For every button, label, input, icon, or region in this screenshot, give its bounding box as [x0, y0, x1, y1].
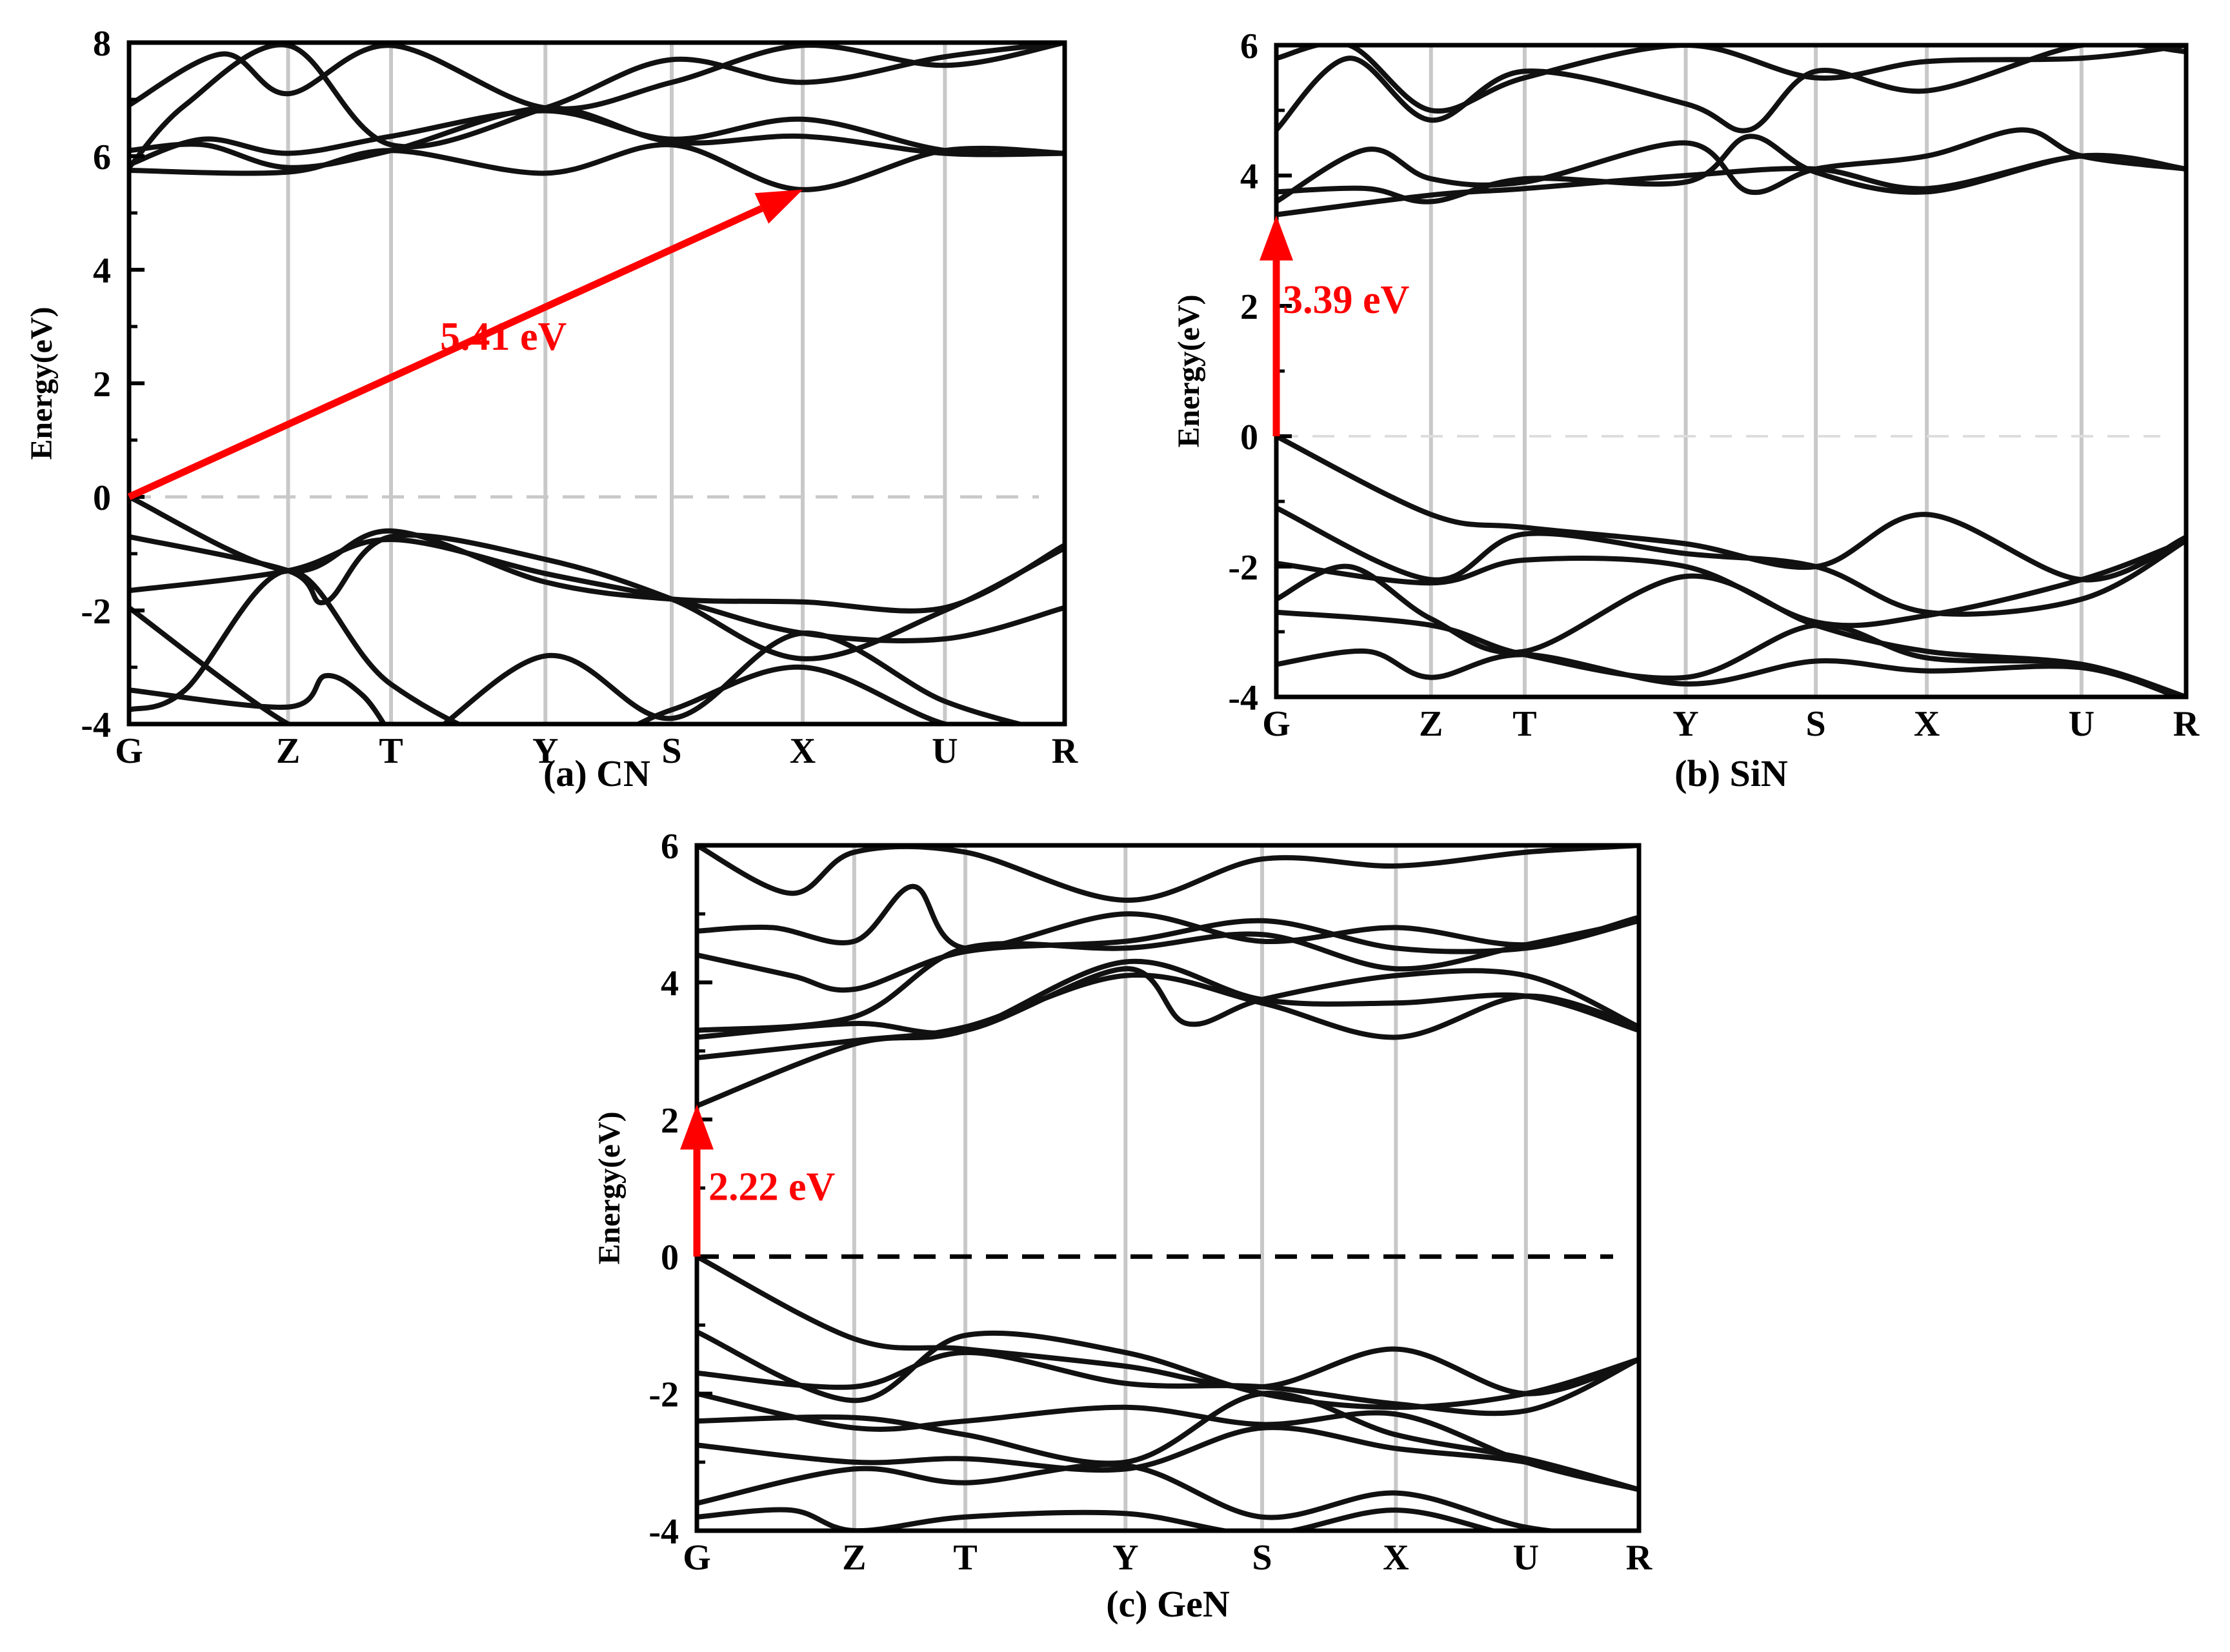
band-VB6 — [1276, 648, 2185, 697]
y-tick-label: 4 — [93, 251, 111, 291]
panel-caption: (c) GeN — [1106, 1583, 1230, 1625]
band-gap-arrow-head — [754, 189, 803, 224]
y-tick-label: 0 — [93, 478, 111, 518]
band-lines — [1276, 45, 2186, 697]
band-gap-label: 3.39 eV — [1283, 278, 1410, 322]
band-VB3 — [697, 1349, 1639, 1416]
band-CB5 — [697, 918, 1639, 993]
band-CB5 — [129, 43, 1065, 170]
band-gap-arrow-head — [680, 1104, 714, 1150]
kpoint-label-Z: Z — [842, 1538, 866, 1578]
kpoint-label-R: R — [2173, 704, 2200, 744]
y-tick-label: 0 — [661, 1238, 679, 1278]
band-lines — [697, 845, 1639, 1531]
kpoint-label-X: X — [1914, 704, 1940, 744]
band-CB4 — [1276, 45, 2186, 134]
band-gap-arrow-head — [1260, 215, 1293, 261]
band-CB3 — [697, 966, 1639, 1040]
kpoint-label-U: U — [1513, 1538, 1539, 1578]
kpoint-label-Z: Z — [1419, 704, 1443, 744]
kpoint-label-Y: Y — [1112, 1538, 1138, 1578]
band-VB8 — [697, 1507, 1503, 1531]
panel-cn: -4 -2 0 2 4 6 8 G Z T Y S X U R Energy(eV) (a) CN 5.41 eV — [25, 24, 1078, 794]
y-axis-label: Energy(eV) — [1172, 294, 1206, 447]
band-VB3 — [129, 536, 1065, 643]
kpoint-label-S: S — [1252, 1538, 1272, 1578]
y-tick-label: 6 — [1240, 26, 1258, 66]
y-tick-label: 6 — [661, 827, 679, 867]
band-CB2 — [129, 108, 1065, 168]
band-CB1 — [697, 958, 1639, 1109]
y-tick-label: 2 — [93, 365, 111, 405]
panel-sin: -4 -2 0 2 4 6 G Z T Y S X U R Energy(eV) (b) SiN 3.39 eV — [1172, 26, 2200, 794]
band-gap-label: 5.41 eV — [440, 315, 567, 359]
band-VB2 — [129, 532, 1065, 661]
y-tick-label: -4 — [81, 705, 111, 745]
y-tick-label: -2 — [1228, 548, 1258, 588]
band-lines — [129, 43, 1065, 724]
band-CB6 — [697, 883, 1639, 951]
y-tick-label: -2 — [81, 592, 111, 632]
y-axis-label: Energy(eV) — [592, 1111, 627, 1264]
band-CB3 — [1276, 134, 2186, 205]
band-CB2 — [1276, 127, 2186, 205]
y-axis-label: Energy(eV) — [25, 307, 59, 459]
band-VB5 — [697, 1390, 1639, 1493]
kpoint-label-U: U — [2069, 704, 2094, 744]
kpoint-label-X: X — [1383, 1538, 1409, 1578]
kpoint-label-T: T — [379, 731, 403, 771]
kpoint-label-X: X — [790, 731, 816, 771]
kpoint-label-U: U — [932, 731, 958, 771]
y-tick-label: 4 — [661, 963, 679, 1003]
band-CB7 — [697, 845, 1639, 903]
kpoint-label-R: R — [1626, 1538, 1652, 1578]
band-CB1 — [129, 142, 1065, 192]
plot-frame — [1274, 43, 2189, 700]
band-VB2 — [1276, 505, 2186, 617]
band-VB6 — [129, 672, 387, 724]
band-VB1 — [697, 1254, 1639, 1396]
band-VB5 — [129, 568, 956, 724]
band-VB1 — [129, 494, 1065, 614]
kpoint-label-T: T — [953, 1538, 977, 1578]
kpoint-label-G: G — [1262, 704, 1291, 744]
y-tick-label: 6 — [93, 137, 111, 177]
band-VB6 — [697, 1425, 1639, 1493]
kpoint-label-R: R — [1052, 731, 1078, 771]
band-gap-label: 2.22 eV — [708, 1165, 836, 1209]
band-VB4 — [129, 605, 1030, 724]
panel-gen: -4 -2 0 2 4 6 G Z T Y S X U R Energy(eV) (c) GeN 2.22 eV — [592, 827, 1652, 1625]
band-VB7 — [697, 1462, 1574, 1531]
band-CB4 — [129, 43, 1065, 112]
y-tick-label: 0 — [1240, 418, 1258, 458]
band-CB3 — [129, 105, 1065, 170]
band-VB2 — [697, 1329, 1639, 1410]
y-tick-label: 8 — [93, 24, 111, 64]
y-tick-label: -4 — [1228, 678, 1258, 718]
kpoint-label-G: G — [115, 731, 143, 771]
kpoint-label-S: S — [661, 731, 681, 771]
y-tick-label: -2 — [648, 1375, 679, 1415]
kpoint-label-Z: Z — [276, 731, 300, 771]
y-tick-label: 2 — [661, 1101, 679, 1141]
band-VB4 — [697, 1391, 1639, 1493]
kpoint-label-Y: Y — [1672, 704, 1698, 744]
band-CB2 — [697, 972, 1639, 1061]
panel-caption: (b) SiN — [1674, 752, 1788, 794]
panel-caption: (a) CN — [543, 752, 650, 794]
y-tick-label: 2 — [1240, 287, 1258, 327]
kpoint-label-G: G — [683, 1538, 711, 1578]
kpoint-label-T: T — [1512, 704, 1536, 744]
kpoint-label-Y: Y — [532, 731, 558, 771]
kpoint-label-S: S — [1806, 704, 1826, 744]
y-tick-label: -4 — [648, 1512, 679, 1552]
band-gap-arrow-shaft — [127, 205, 763, 501]
band-VB5 — [1276, 609, 2185, 697]
y-tick-label: 4 — [1240, 157, 1258, 197]
